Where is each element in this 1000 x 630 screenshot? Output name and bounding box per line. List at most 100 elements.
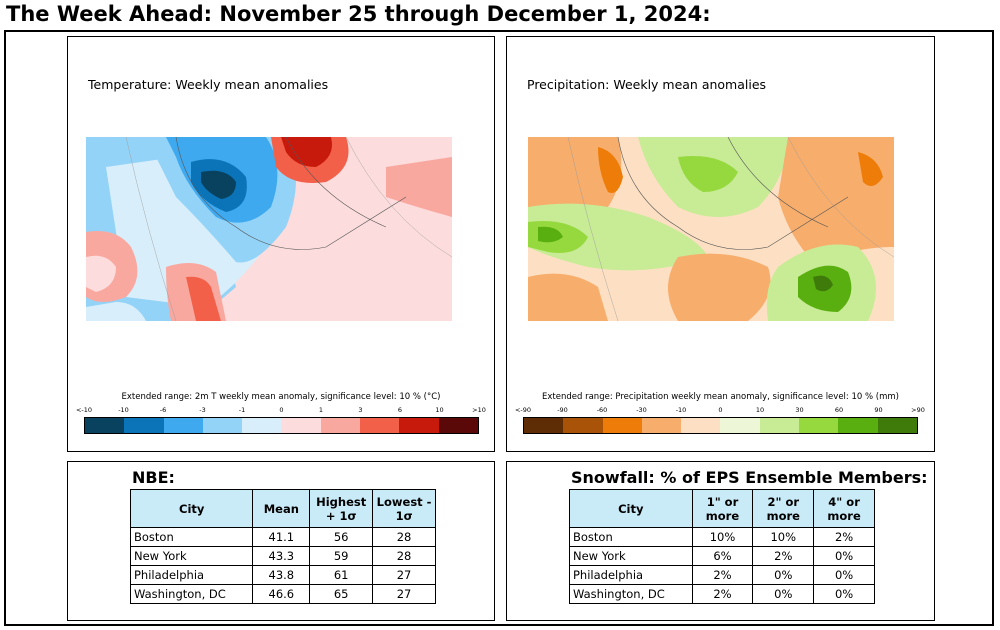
snow-4in: 0% xyxy=(813,584,875,604)
nbe-heading: NBE: xyxy=(132,468,175,487)
snow-2in: 0% xyxy=(752,584,815,604)
temperature-colorbar-segment xyxy=(438,418,478,433)
precipitation-tick: -10 xyxy=(675,406,687,414)
table-row: Boston 10% 10% 2% xyxy=(569,527,875,547)
precipitation-tick: 10 xyxy=(755,406,765,414)
snowfall-table: City 1" or more 2" or more 4" or more Bo… xyxy=(569,489,875,604)
precipitation-tick: >90 xyxy=(911,406,925,414)
snow-1in: 6% xyxy=(691,546,754,566)
precipitation-tick: 30 xyxy=(795,406,804,414)
nbe-lowest: 27 xyxy=(372,584,436,604)
nbe-highest: 61 xyxy=(309,565,374,585)
precipitation-colorbar-segment xyxy=(681,418,721,433)
nbe-header-mean: Mean xyxy=(252,489,311,528)
temperature-tick: 6 xyxy=(397,406,403,414)
precipitation-colorbar-ticks: <-90 -90 -60 -30 -10 0 10 30 60 90 >90 xyxy=(515,406,925,416)
nbe-lowest: 27 xyxy=(372,565,436,585)
nbe-lowest: 28 xyxy=(372,546,436,566)
nbe-highest: 59 xyxy=(309,546,374,566)
temperature-colorbar-segment xyxy=(85,418,125,433)
temperature-colorbar-segment xyxy=(399,418,439,433)
outer-frame xyxy=(4,30,994,626)
temperature-tick: 0 xyxy=(279,406,284,414)
snow-city: Washington, DC xyxy=(569,584,693,604)
temperature-colorbar-segment xyxy=(360,418,400,433)
nbe-mean: 41.1 xyxy=(252,527,311,547)
precipitation-tick: -60 xyxy=(596,406,608,414)
table-row: Philadelphia 2% 0% 0% xyxy=(569,565,875,585)
snow-1in: 2% xyxy=(691,565,754,585)
temperature-colorbar-segment xyxy=(242,418,282,433)
table-row: New York 43.3 59 28 xyxy=(129,546,436,566)
page-title: The Week Ahead: November 25 through Dece… xyxy=(6,2,711,26)
nbe-panel: NBE: City Mean Highest + 1σ Lowest - 1σ … xyxy=(67,461,495,621)
table-row: New York 6% 2% 0% xyxy=(569,546,875,566)
nbe-mean: 46.6 xyxy=(252,584,311,604)
temperature-tick: -1 xyxy=(238,406,246,414)
precipitation-map-title: Precipitation: Weekly mean anomalies xyxy=(527,77,767,92)
temperature-panel: Temperature: Weekly mean anomalies Exten… xyxy=(67,36,495,452)
snow-4in: 2% xyxy=(813,527,875,547)
snow-header-1in: 1" or more xyxy=(691,489,754,528)
temperature-colorbar-segment xyxy=(124,418,164,433)
temperature-map-title: Temperature: Weekly mean anomalies xyxy=(88,77,329,92)
snow-4in: 0% xyxy=(813,546,875,566)
table-row: Philadelphia 43.8 61 27 xyxy=(129,565,436,585)
nbe-header-city: City xyxy=(129,489,254,528)
precipitation-tick: -30 xyxy=(636,406,647,414)
precipitation-tick: 60 xyxy=(834,406,844,414)
nbe-city: Washington, DC xyxy=(129,584,254,604)
snow-4in: 0% xyxy=(813,565,875,585)
precipitation-panel: Precipitation: Weekly mean anomalies Ext… xyxy=(506,36,935,452)
precipitation-colorbar xyxy=(523,417,918,434)
temperature-colorbar-segment xyxy=(320,418,361,433)
snow-city: Boston xyxy=(569,527,693,547)
table-row: Washington, DC 2% 0% 0% xyxy=(569,584,875,604)
temperature-anomaly-map xyxy=(86,137,452,321)
nbe-highest: 56 xyxy=(309,527,374,547)
snow-2in: 2% xyxy=(752,546,815,566)
precipitation-colorbar-segment xyxy=(720,418,760,433)
nbe-header-lowest: Lowest - 1σ xyxy=(372,489,436,528)
table-row: Washington, DC 46.6 65 27 xyxy=(129,584,436,604)
snowfall-panel: Snowfall: % of EPS Ensemble Members: Cit… xyxy=(506,461,935,621)
precipitation-tick: -90 xyxy=(557,406,568,414)
nbe-lowest: 28 xyxy=(372,527,436,547)
precipitation-tick: 90 xyxy=(874,406,883,414)
precipitation-colorbar-segment xyxy=(524,418,564,433)
nbe-city: New York xyxy=(129,546,254,566)
temperature-tick: -6 xyxy=(159,406,167,414)
temperature-tick: <-10 xyxy=(75,406,93,414)
nbe-highest: 65 xyxy=(309,584,374,604)
precipitation-colorbar-label: Extended range: Precipitation weekly mea… xyxy=(542,392,899,402)
snow-2in: 0% xyxy=(752,565,815,585)
snowfall-heading: Snowfall: % of EPS Ensemble Members: xyxy=(571,468,928,487)
precipitation-colorbar-segment xyxy=(602,418,642,433)
nbe-mean: 43.8 xyxy=(252,565,311,585)
temperature-colorbar-ticks: <-10 -10 -6 -3 -1 0 1 3 6 10 >10 xyxy=(76,406,486,416)
precipitation-colorbar-segment xyxy=(759,418,800,433)
snow-header-2in: 2" or more xyxy=(752,489,815,528)
temperature-colorbar xyxy=(84,417,479,434)
snow-city: New York xyxy=(569,546,693,566)
temperature-colorbar-label: Extended range: 2m T weekly mean anomaly… xyxy=(121,392,441,402)
temperature-tick: -3 xyxy=(199,406,206,414)
snow-header-4in: 4" or more xyxy=(813,489,875,528)
nbe-header-highest: Highest + 1σ xyxy=(309,489,374,528)
precipitation-colorbar-segment xyxy=(838,418,878,433)
nbe-mean: 43.3 xyxy=(252,546,311,566)
temperature-tick: 3 xyxy=(358,406,363,414)
precipitation-colorbar-segment xyxy=(563,418,603,433)
precipitation-colorbar-segment xyxy=(799,418,839,433)
temperature-colorbar-segment xyxy=(202,418,243,433)
snow-city: Philadelphia xyxy=(569,565,693,585)
temperature-tick: -10 xyxy=(118,406,129,414)
snow-2in: 10% xyxy=(752,527,815,547)
precipitation-anomaly-map xyxy=(528,137,894,321)
temperature-colorbar-segment xyxy=(163,418,203,433)
temperature-tick: 1 xyxy=(318,406,324,414)
snow-1in: 10% xyxy=(691,527,754,547)
precipitation-colorbar-segment xyxy=(641,418,682,433)
nbe-table: City Mean Highest + 1σ Lowest - 1σ Bosto… xyxy=(129,489,436,604)
precipitation-tick: <-90 xyxy=(514,406,532,414)
